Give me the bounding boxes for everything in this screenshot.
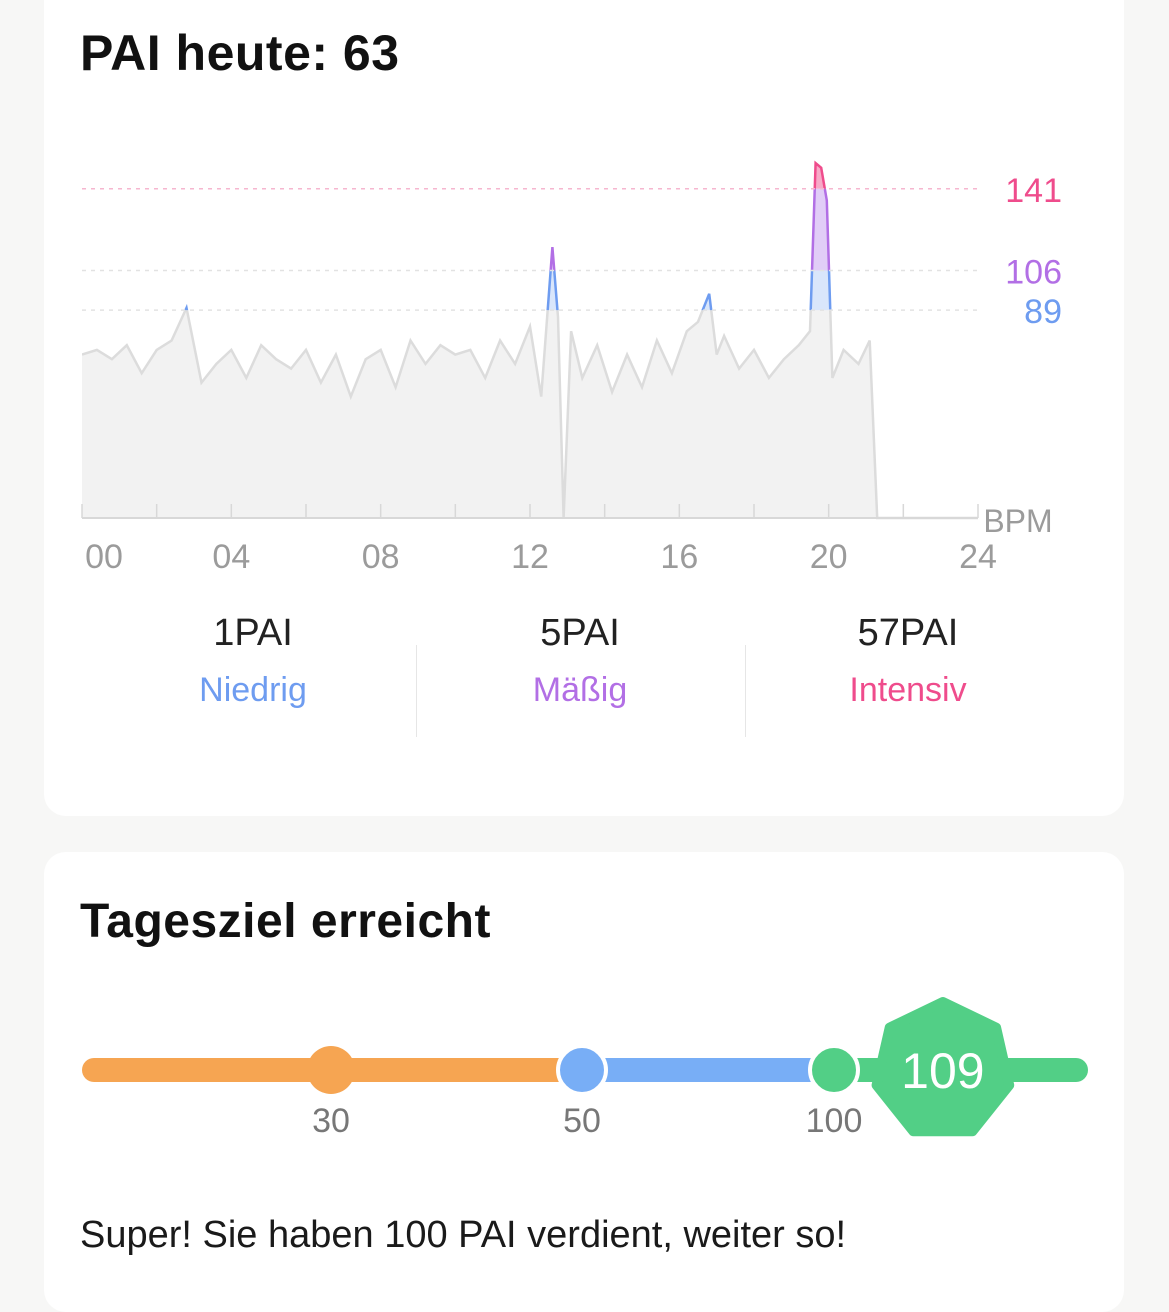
daily-goal-card: Tagesziel erreicht 30 50 100 109 Super! Sie… <box>44 852 1124 1312</box>
pai-today-card: PAI heute: 63 141 106 89 00 04 08 12 16 20 24 BPM … <box>44 0 1124 816</box>
milestone-label: 50 <box>563 1102 601 1140</box>
milestone-dot <box>556 1044 608 1096</box>
x-tick-label: 00 <box>85 538 123 576</box>
heart-rate-area <box>82 163 978 518</box>
pai-breakdown: 1PAI Niedrig 5PAI Mäßig 57PAI Intensiv <box>44 612 1124 732</box>
stat-low: 1PAI Niedrig <box>153 612 353 710</box>
threshold-label: 89 <box>1024 293 1062 331</box>
stat-intense-label: Intensiv <box>849 671 967 709</box>
stat-moderate-value: 5PAI <box>540 612 620 654</box>
x-tick-label: 04 <box>212 538 250 576</box>
threshold-label: 141 <box>1005 172 1062 210</box>
stat-moderate-label: Mäßig <box>532 671 628 709</box>
stat-intense: 57PAI Intensiv <box>808 612 1008 710</box>
x-tick-label: 20 <box>810 538 848 576</box>
stat-low-value: 1PAI <box>213 612 293 654</box>
unit-label: BPM <box>983 503 1052 539</box>
x-tick-label: 24 <box>959 538 997 576</box>
zone-fill <box>814 163 825 189</box>
milestone-dot <box>307 1046 355 1094</box>
stat-low-label: Niedrig <box>199 671 307 709</box>
x-tick-label: 16 <box>660 538 698 576</box>
milestone-label: 100 <box>806 1102 863 1140</box>
milestone-dot <box>808 1044 860 1096</box>
daily-goal-title: Tagesziel erreicht <box>80 895 491 948</box>
heart-rate-line-zone <box>184 270 832 311</box>
current-value-badge <box>871 997 1015 1137</box>
threshold-label: 106 <box>1005 253 1062 291</box>
x-tick-label: 12 <box>511 538 549 576</box>
stat-divider <box>416 645 417 737</box>
goal-progress-bar: 30 50 100 109 <box>82 997 1088 1140</box>
heart-rate-line <box>82 310 978 520</box>
stat-moderate: 5PAI Mäßig <box>480 612 680 710</box>
pai-today-title: PAI heute: 63 <box>80 25 400 81</box>
goal-message: Super! Sie haben 100 PAI verdient, weite… <box>80 1214 847 1256</box>
x-tick-label: 08 <box>362 538 400 576</box>
milestone-label: 30 <box>312 1102 350 1140</box>
stat-intense-value: 57PAI <box>857 612 959 654</box>
stat-divider <box>745 645 746 737</box>
current-value-label: 109 <box>901 1043 984 1099</box>
